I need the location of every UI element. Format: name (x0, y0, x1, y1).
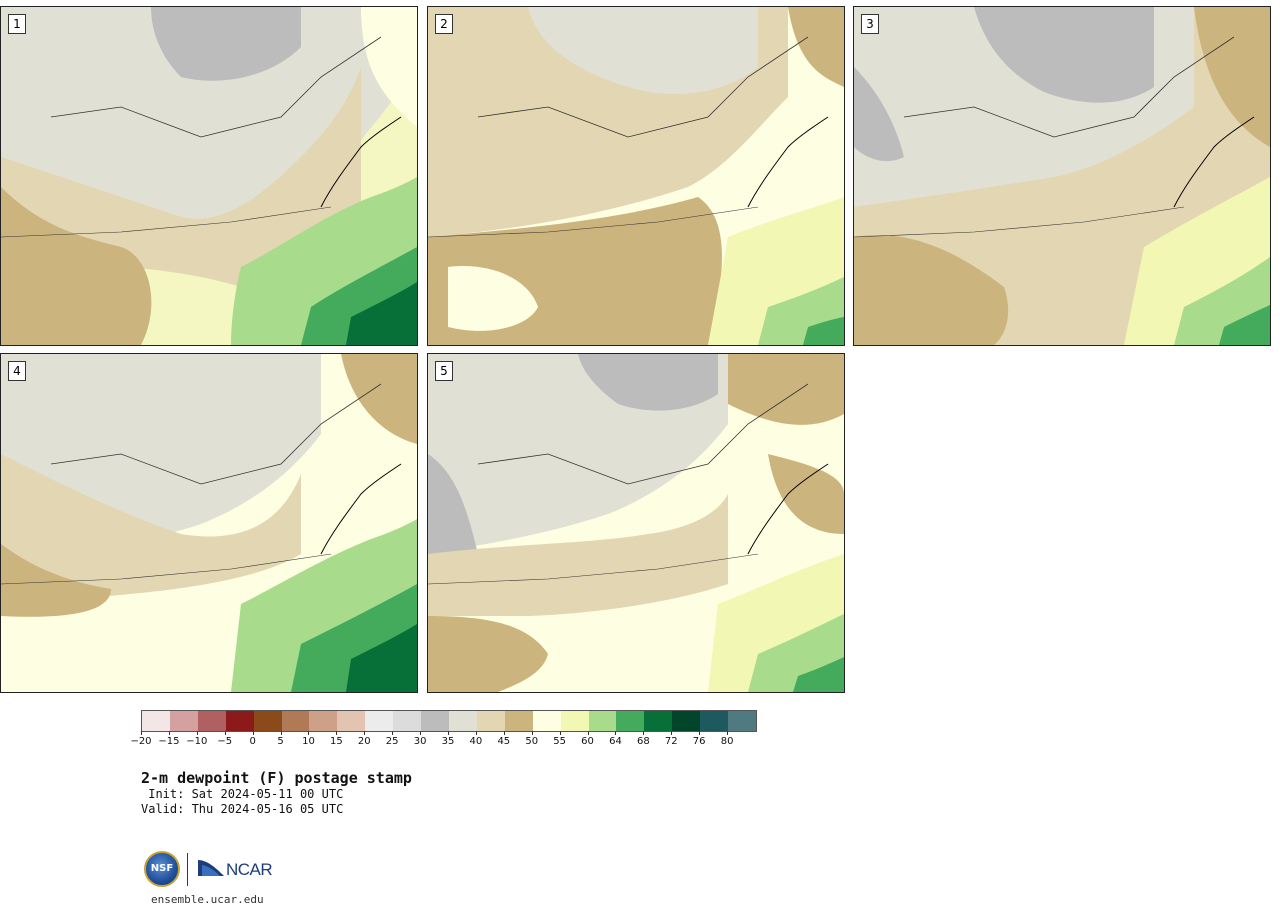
colorbar-swatch (476, 711, 505, 731)
panel-number-label: 4 (8, 361, 26, 381)
colorbar-tick-label: 45 (497, 736, 511, 747)
dewpoint-map-2 (428, 7, 844, 345)
map-panel-4: 4 (0, 353, 418, 693)
map-panel-2: 2 (427, 6, 845, 346)
colorbar-tick (559, 731, 561, 735)
colorbar-tick-label: 72 (664, 736, 678, 747)
colorbar-swatch (504, 711, 533, 731)
colorbar-tick (448, 731, 449, 735)
colorbar-tick-label: 40 (469, 736, 483, 747)
colorbar-tick-label: 50 (525, 736, 539, 747)
colorbar-tick-label: 80 (720, 736, 734, 747)
colorbar-tick (420, 731, 422, 735)
colorbar-swatch (197, 711, 226, 731)
dewpoint-map-4 (1, 354, 417, 692)
nsf-logo: NSF (144, 851, 180, 887)
colorbar-tick-label: 68 (636, 736, 650, 747)
colorbar-swatch (225, 711, 254, 731)
ncar-logo-text: NCAR (226, 860, 273, 879)
init-time: Init: Sat 2024-05-11 00 UTC (141, 787, 344, 801)
colorbar-tick (141, 731, 142, 735)
dewpoint-map-3 (854, 7, 1270, 345)
colorbar-swatch (728, 711, 756, 731)
panel-number-label: 5 (435, 361, 453, 381)
colorbar-swatch (588, 711, 617, 731)
colorbar-tick (615, 731, 617, 735)
colorbar-tick (224, 731, 226, 735)
panel-number-label: 2 (435, 14, 453, 34)
colorbar-tick (168, 731, 170, 735)
colorbar-tick (196, 731, 198, 735)
colorbar-tick (671, 731, 673, 735)
colorbar-swatch (253, 711, 282, 731)
colorbar-swatch (616, 711, 645, 731)
valid-time: Valid: Thu 2024-05-16 05 UTC (141, 802, 344, 816)
colorbar-swatch (532, 711, 561, 731)
colorbar-tick-label: 55 (553, 736, 566, 747)
colorbar-tick (392, 731, 394, 735)
chart-title: 2-m dewpoint (F) postage stamp (141, 769, 412, 787)
colorbar-tick (587, 731, 589, 735)
colorbar-tick-label: 15 (329, 736, 343, 747)
colorbar-tick-label: 30 (413, 736, 427, 747)
ncar-mark-icon (198, 860, 224, 876)
colorbar-tick (475, 731, 477, 735)
colorbar (141, 710, 757, 732)
colorbar-swatch (560, 711, 589, 731)
colorbar-tick-label: 10 (302, 736, 315, 747)
colorbar-swatch (365, 711, 394, 731)
colorbar-tick-label: −15 (158, 736, 180, 747)
colorbar-tick (727, 731, 729, 735)
site-url[interactable]: ensemble.ucar.edu (151, 893, 264, 906)
colorbar-tick (643, 731, 645, 735)
colorbar-tick-label: −10 (186, 736, 208, 747)
colorbar-swatch (393, 711, 422, 731)
colorbar-tick-label: 0 (249, 736, 256, 747)
colorbar-ticks: −20 −15 −10 −5 0 5 10 15 20 25 30 35 40 45 50 55 60 64 68 7… (130, 731, 755, 751)
colorbar-tick-label: 64 (609, 736, 622, 747)
colorbar-swatch (644, 711, 673, 731)
colorbar-tick (280, 731, 282, 735)
colorbar-swatch (337, 711, 366, 731)
colorbar-tick-label: 35 (441, 736, 455, 747)
colorbar-tick-label: 5 (277, 736, 284, 747)
colorbar-tick (699, 731, 701, 735)
colorbar-tick-label: 60 (581, 736, 594, 747)
map-panel-5: 5 (427, 353, 845, 693)
colorbar-swatch (309, 711, 338, 731)
colorbar-tick-label: 20 (357, 736, 371, 747)
dewpoint-map-5 (428, 354, 844, 692)
colorbar-swatch (421, 711, 449, 731)
colorbar-swatch (672, 711, 701, 731)
colorbar-tick-label: 25 (385, 736, 399, 747)
colorbar-tick (336, 731, 338, 735)
colorbar-swatch (700, 711, 729, 731)
colorbar-swatch (142, 711, 170, 731)
colorbar-tick-label: −20 (130, 736, 152, 747)
logos: NSF NCAR (144, 850, 284, 890)
map-panel-3: 3 (853, 6, 1271, 346)
colorbar-swatch (281, 711, 310, 731)
colorbar-tick (503, 731, 505, 735)
colorbar-tick (531, 731, 533, 735)
colorbar-tick (364, 731, 366, 735)
dewpoint-map-1 (1, 7, 417, 345)
colorbar-swatch (448, 711, 477, 731)
colorbar-swatch (169, 711, 198, 731)
panel-number-label: 3 (861, 14, 879, 34)
colorbar-tick (252, 731, 254, 735)
panel-number-label: 1 (8, 14, 26, 34)
colorbar-tick-label: 76 (692, 736, 706, 747)
colorbar-tick (308, 731, 310, 735)
map-panel-1: 1 (0, 6, 418, 346)
colorbar-tick-label: −5 (217, 736, 233, 747)
logo-divider (187, 853, 188, 886)
